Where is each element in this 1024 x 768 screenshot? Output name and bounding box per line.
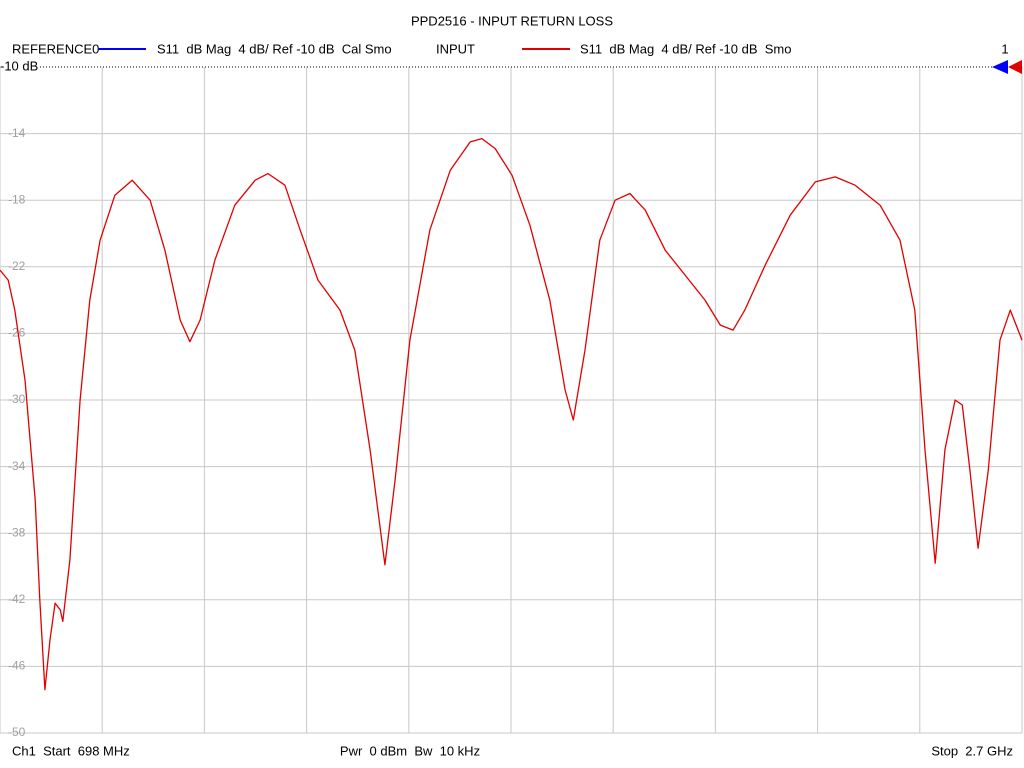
- footer-power: Pwr 0 dBm Bw 10 kHz: [340, 743, 480, 758]
- chart-title: PPD2516 - INPUT RETURN LOSS: [411, 13, 613, 28]
- channel-number: 1: [1001, 41, 1008, 56]
- legend-format: S11 dB Mag 4 dB/ Ref -10 dB Smo: [580, 41, 791, 56]
- reference-marker: [1008, 60, 1022, 74]
- footer-stop: Stop 2.7 GHz: [931, 743, 1013, 758]
- reference-marker: [992, 60, 1008, 74]
- y-tick-label: -50: [8, 725, 26, 739]
- legend-name: REFERENCE0: [12, 41, 99, 56]
- y-tick-label: -34: [8, 459, 26, 473]
- y-tick-label: -46: [8, 659, 26, 673]
- trace: [0, 137, 1023, 691]
- ref-label: -10 dB: [0, 58, 38, 73]
- y-tick-label: -38: [8, 525, 26, 539]
- legend-format: S11 dB Mag 4 dB/ Ref -10 dB Cal Smo: [157, 41, 392, 56]
- y-tick-label: -22: [8, 259, 26, 273]
- y-tick-label: -14: [8, 126, 26, 140]
- legend-name: INPUT: [436, 41, 475, 56]
- y-tick-label: -30: [8, 392, 26, 406]
- y-tick-label: -26: [8, 326, 26, 340]
- footer-start: Ch1 Start 698 MHz: [12, 743, 130, 758]
- y-tick-label: -18: [8, 192, 26, 206]
- y-tick-label: -42: [8, 592, 26, 606]
